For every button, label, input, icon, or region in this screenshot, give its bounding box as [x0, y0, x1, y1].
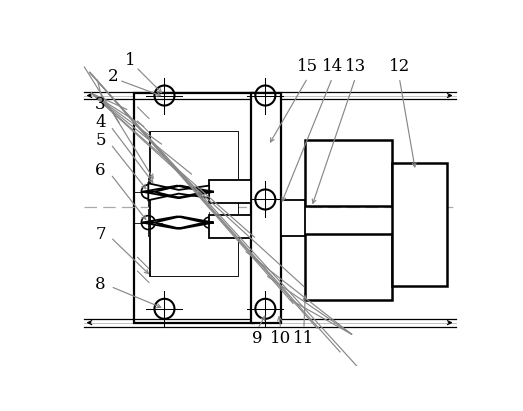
Polygon shape	[149, 183, 209, 200]
Text: 8: 8	[95, 276, 106, 293]
Bar	[209, 180, 252, 203]
Polygon shape	[142, 186, 214, 192]
Bar	[209, 215, 252, 238]
Polygon shape	[142, 217, 214, 223]
Bar	[252, 93, 281, 323]
Text: 6: 6	[95, 162, 106, 180]
Text: 4: 4	[95, 114, 106, 131]
Text: 14: 14	[322, 58, 343, 75]
Bar	[305, 234, 392, 300]
Text: 10: 10	[270, 330, 291, 346]
Polygon shape	[142, 223, 214, 229]
Text: 9: 9	[253, 330, 263, 346]
Text: 13: 13	[345, 58, 366, 75]
Text: 3: 3	[95, 96, 106, 113]
Text: 15: 15	[297, 58, 319, 75]
Text: 2: 2	[108, 68, 118, 85]
Text: 5: 5	[95, 132, 106, 149]
Text: 1: 1	[124, 52, 135, 69]
Bar	[305, 140, 392, 206]
Text: 12: 12	[389, 58, 410, 75]
Polygon shape	[142, 192, 214, 198]
Bar	[134, 93, 254, 323]
Text: 7: 7	[95, 226, 106, 242]
Bar	[151, 132, 237, 276]
Text: 11: 11	[293, 330, 314, 346]
Bar	[281, 200, 305, 236]
Bar	[150, 132, 238, 277]
Bar	[392, 163, 447, 286]
